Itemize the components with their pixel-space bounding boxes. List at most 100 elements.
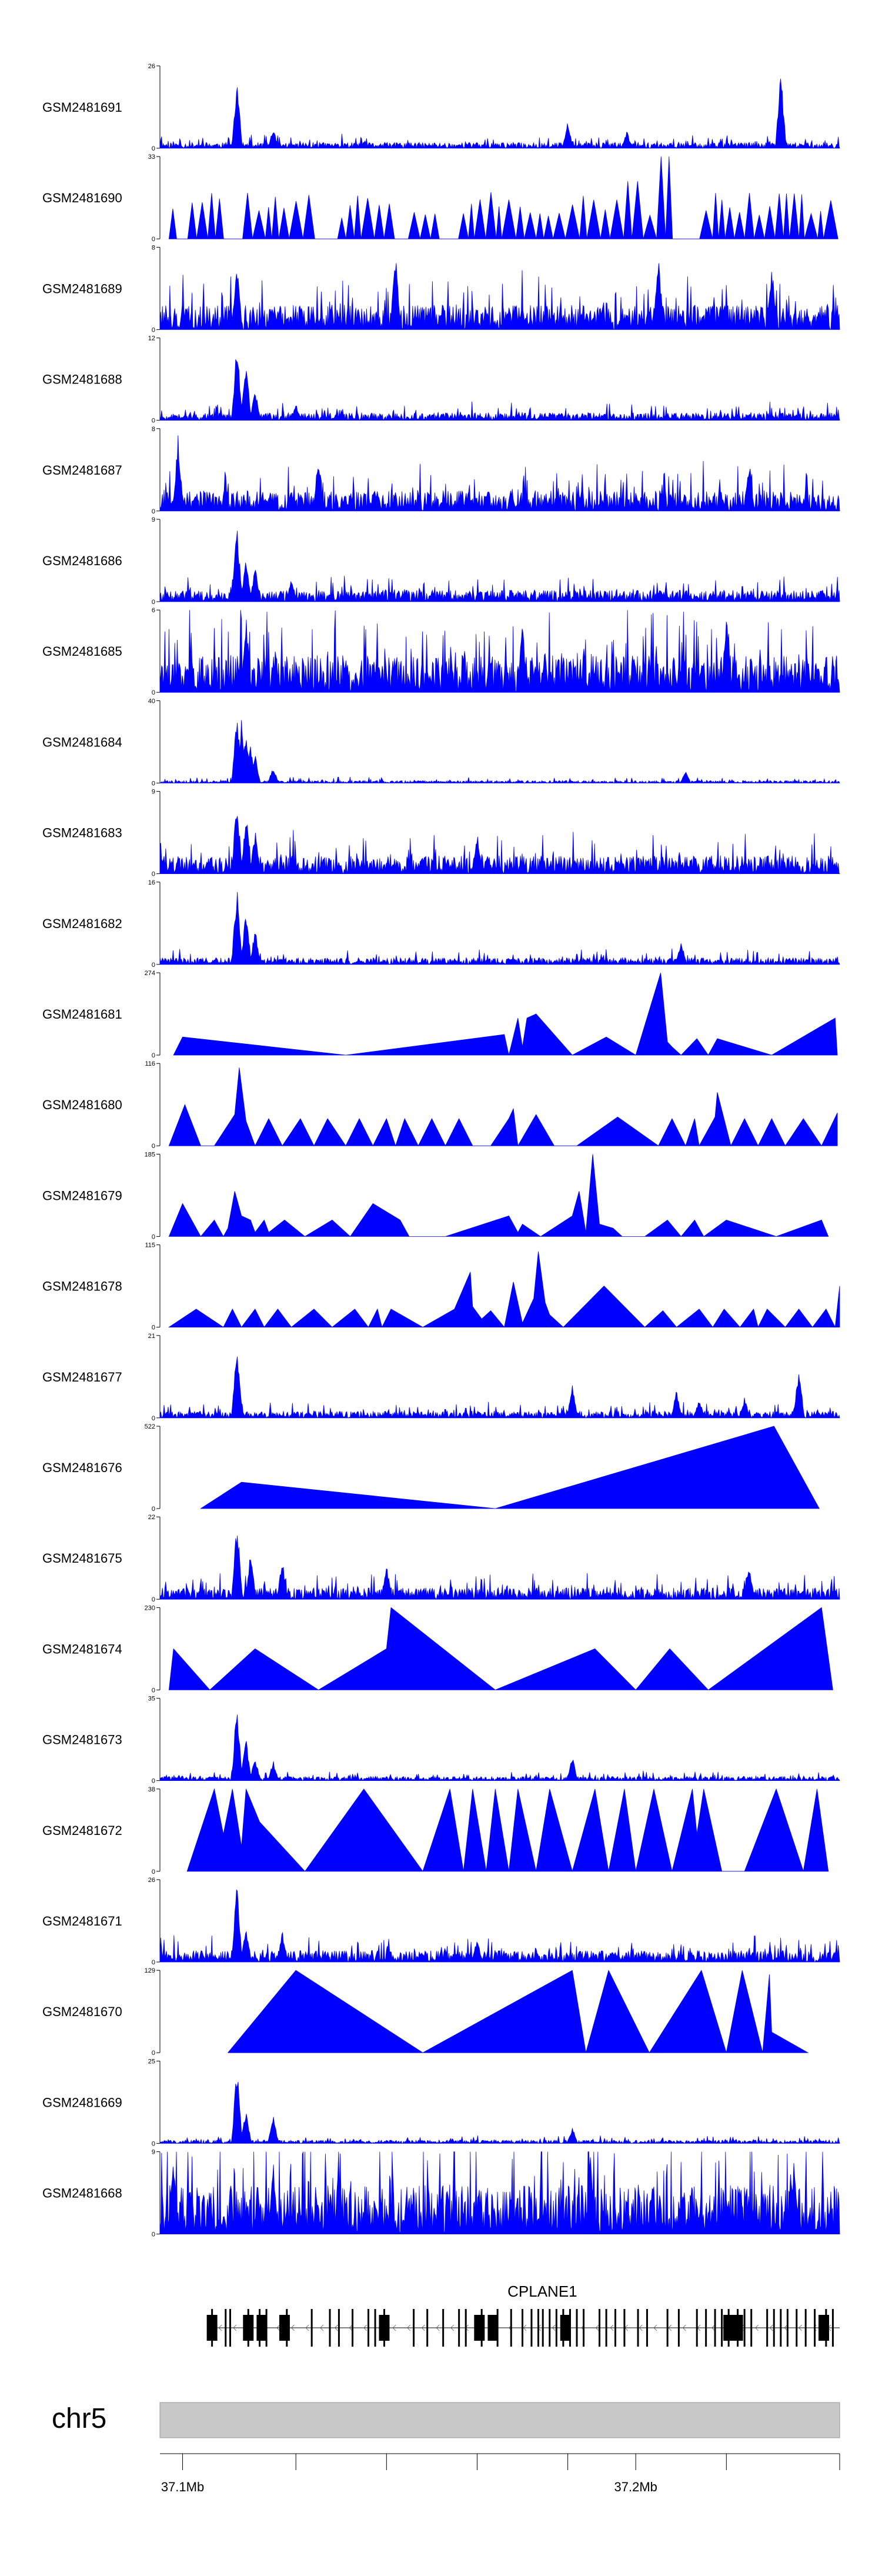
gene-exon bbox=[831, 2309, 834, 2347]
strand-arrow bbox=[233, 2324, 237, 2331]
gene-exon bbox=[623, 2309, 626, 2347]
gene-exon bbox=[537, 2309, 540, 2347]
data-track: GSM2481684 40 0 bbox=[42, 698, 840, 787]
track-name-label: GSM2481682 bbox=[42, 916, 122, 931]
data-track: GSM2481670 129 0 bbox=[42, 1967, 809, 2057]
gene-exon bbox=[583, 2309, 585, 2347]
data-track: GSM2481691 26 0 bbox=[42, 63, 840, 152]
y-axis-max-label: 522 bbox=[145, 1423, 155, 1430]
y-axis-max-label: 8 bbox=[152, 244, 155, 251]
y-axis-max-label: 16 bbox=[148, 879, 155, 886]
y-axis-min-label: 0 bbox=[152, 1596, 155, 1603]
track-name-label: GSM2481680 bbox=[42, 1097, 122, 1112]
track-name-label: GSM2481688 bbox=[42, 372, 122, 387]
track-name-label: GSM2481679 bbox=[42, 1188, 122, 1203]
data-track: GSM2481668 9 0 bbox=[42, 2149, 840, 2238]
gene-exon-wide bbox=[474, 2315, 485, 2341]
track-name-label: GSM2481687 bbox=[42, 463, 122, 478]
gene-exon bbox=[368, 2309, 370, 2347]
track-name-label: GSM2481675 bbox=[42, 1551, 122, 1566]
strand-arrow bbox=[334, 2324, 338, 2331]
strand-arrow bbox=[407, 2324, 411, 2331]
gene-exon bbox=[352, 2309, 354, 2347]
track-name-label: GSM2481672 bbox=[42, 1823, 122, 1838]
gene-exon bbox=[714, 2309, 716, 2347]
y-axis-min-label: 0 bbox=[152, 236, 155, 243]
data-track: GSM2481690 33 0 bbox=[42, 154, 838, 243]
y-axis-min-label: 0 bbox=[152, 1233, 155, 1240]
coverage-area bbox=[159, 610, 840, 693]
y-axis-min-label: 0 bbox=[152, 1868, 155, 1876]
y-axis-min-label: 0 bbox=[152, 1506, 155, 1513]
y-axis-max-label: 38 bbox=[148, 1786, 155, 1793]
y-axis-max-label: 9 bbox=[152, 2149, 155, 2156]
track-name-label: GSM2481676 bbox=[42, 1460, 122, 1475]
track-name-label: GSM2481691 bbox=[42, 100, 122, 115]
track-name-label: GSM2481685 bbox=[42, 644, 122, 659]
strand-arrow bbox=[639, 2324, 643, 2331]
data-track: GSM2481675 22 0 bbox=[42, 1514, 840, 1603]
y-axis-max-label: 33 bbox=[148, 154, 155, 161]
y-axis-max-label: 9 bbox=[152, 789, 155, 796]
strand-arrow bbox=[305, 2324, 309, 2331]
data-track: GSM2481672 38 0 bbox=[42, 1786, 829, 1876]
y-axis-min-label: 0 bbox=[152, 508, 155, 515]
coverage-area bbox=[168, 1607, 833, 1690]
gene-exon bbox=[646, 2309, 648, 2347]
coverage-area bbox=[168, 1251, 840, 1328]
data-track: GSM2481676 522 0 bbox=[42, 1423, 820, 1513]
coverage-area bbox=[168, 156, 838, 239]
coverage-area bbox=[186, 1788, 829, 1873]
gene-exon bbox=[458, 2309, 460, 2347]
strand-arrow bbox=[653, 2324, 657, 2331]
y-axis-min-label: 0 bbox=[152, 1415, 155, 1422]
coverage-area bbox=[159, 892, 840, 966]
gene-exon bbox=[780, 2309, 782, 2347]
y-axis-min-label: 0 bbox=[152, 1778, 155, 1785]
gene-exon-wide bbox=[818, 2315, 830, 2341]
gene-exon-wide bbox=[279, 2315, 290, 2341]
data-track: GSM2481671 26 0 bbox=[42, 1877, 840, 1966]
coverage-area bbox=[227, 1970, 809, 2054]
gene-name-label: CPLANE1 bbox=[507, 2283, 577, 2300]
y-axis-min-label: 0 bbox=[152, 145, 155, 152]
strand-arrow bbox=[552, 2324, 556, 2331]
coverage-area bbox=[159, 2151, 840, 2234]
gene-exon bbox=[576, 2309, 578, 2347]
y-axis-min-label: 0 bbox=[152, 780, 155, 787]
y-axis-max-label: 116 bbox=[145, 1060, 155, 1067]
strand-arrow bbox=[610, 2324, 614, 2331]
gene-exon-wide bbox=[256, 2315, 268, 2341]
gene-exon bbox=[750, 2309, 753, 2347]
genome-coordinate-label: 37.1Mb bbox=[161, 2480, 204, 2494]
gene-exon bbox=[374, 2309, 376, 2347]
y-axis-min-label: 0 bbox=[152, 962, 155, 969]
y-axis-max-label: 26 bbox=[148, 63, 155, 70]
gene-exon bbox=[705, 2309, 707, 2347]
gene-exon-wide bbox=[206, 2315, 218, 2341]
track-name-label: GSM2481686 bbox=[42, 553, 122, 568]
gene-exon-wide bbox=[560, 2315, 571, 2341]
data-track: GSM2481669 25 0 bbox=[42, 2058, 840, 2147]
gene-exon bbox=[796, 2309, 798, 2347]
y-axis-max-label: 8 bbox=[152, 426, 155, 433]
gene-exon bbox=[542, 2309, 544, 2347]
chromosome-label: chr5 bbox=[52, 2403, 106, 2434]
track-name-label: GSM2481669 bbox=[42, 2095, 122, 2110]
coverage-area bbox=[159, 530, 840, 603]
y-axis-min-label: 0 bbox=[152, 326, 155, 333]
chromosome-bar bbox=[159, 2402, 840, 2438]
gene-exon bbox=[677, 2309, 680, 2347]
gene-exon bbox=[555, 2309, 557, 2347]
strand-arrow bbox=[769, 2324, 773, 2331]
strand-arrow bbox=[668, 2324, 671, 2331]
y-axis-min-label: 0 bbox=[152, 1687, 155, 1694]
strand-arrow bbox=[450, 2324, 455, 2331]
coverage-area bbox=[159, 1356, 840, 1419]
y-axis-min-label: 0 bbox=[152, 1143, 155, 1150]
strand-arrow bbox=[276, 2324, 280, 2331]
strand-arrow bbox=[436, 2324, 440, 2331]
y-axis-max-label: 9 bbox=[152, 516, 155, 523]
